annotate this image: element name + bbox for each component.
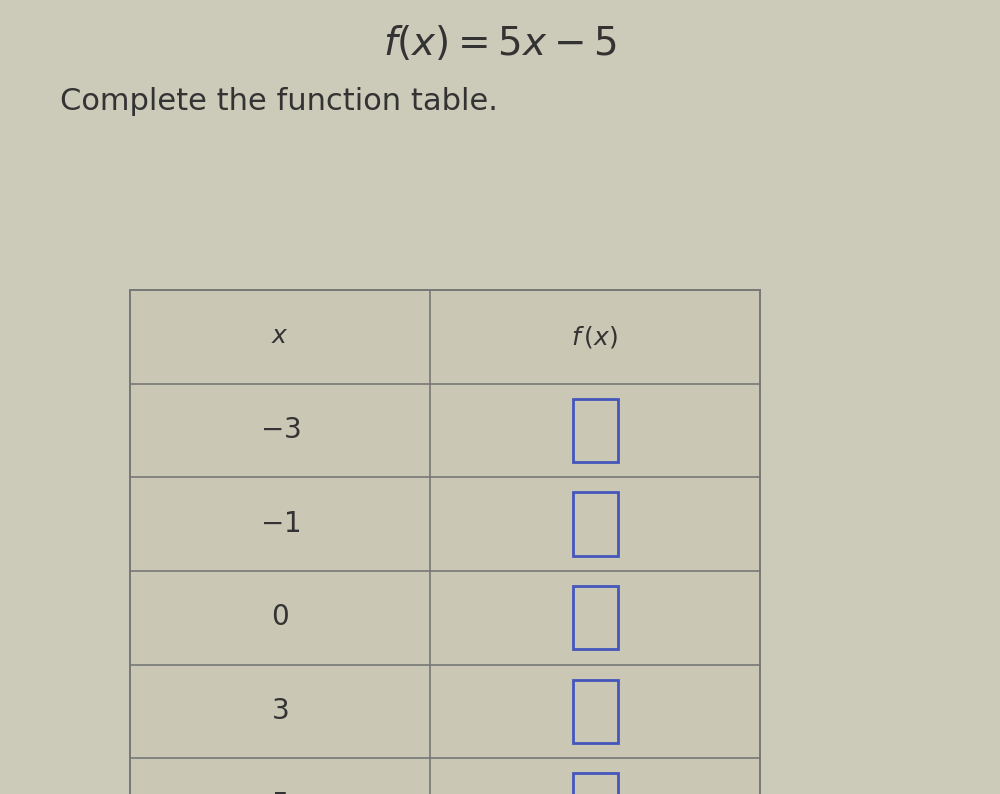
Text: $0$: $0$ xyxy=(271,604,289,631)
Text: $x$: $x$ xyxy=(271,326,289,348)
Bar xyxy=(572,773,618,794)
Text: $-3$: $-3$ xyxy=(260,417,300,444)
Bar xyxy=(572,399,618,462)
Text: $3$: $3$ xyxy=(271,698,289,725)
Bar xyxy=(572,492,618,556)
Text: $f\,(x)$: $f\,(x)$ xyxy=(571,324,619,349)
Text: $f(x)=5x-5$: $f(x)=5x-5$ xyxy=(383,24,617,63)
Text: $5$: $5$ xyxy=(271,792,289,794)
Text: $-1$: $-1$ xyxy=(260,511,300,538)
Text: Complete the function table.: Complete the function table. xyxy=(60,87,498,117)
Bar xyxy=(572,586,618,649)
Bar xyxy=(572,680,618,743)
